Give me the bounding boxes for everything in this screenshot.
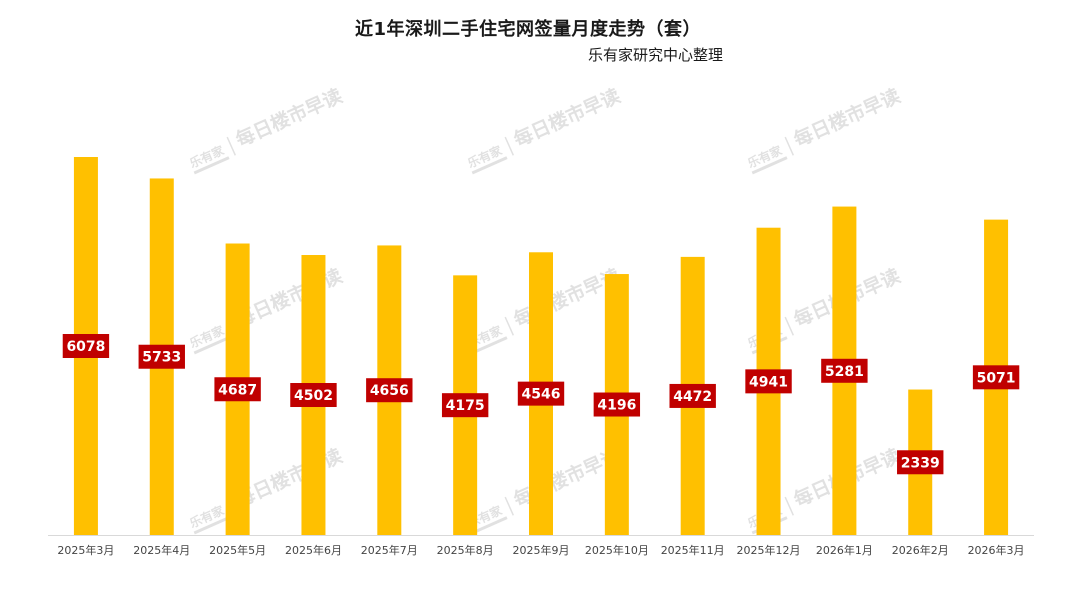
x-tick-label: 2025年6月 (285, 543, 342, 557)
x-tick-label: 2025年5月 (209, 543, 266, 557)
chart-subtitle: 乐有家研究中心整理 (588, 46, 724, 64)
watermark-divider (226, 136, 237, 156)
data-label-box (593, 392, 641, 417)
data-label: 5281 (825, 364, 864, 380)
watermark-divider (504, 316, 515, 336)
watermark-divider (784, 316, 795, 336)
x-tick-label: 2025年8月 (437, 543, 494, 557)
watermark-text: 每日楼市早读 (510, 84, 624, 151)
x-tick-label: 2025年12月 (737, 543, 801, 557)
data-label-box (745, 369, 792, 394)
watermark-divider (504, 496, 515, 516)
data-label-box (290, 383, 337, 408)
data-label-box (214, 377, 261, 402)
data-label-box (138, 344, 185, 369)
data-label: 5733 (142, 350, 181, 366)
data-label-box (366, 378, 413, 403)
x-tick-label: 2025年3月 (57, 543, 114, 557)
data-label-box (517, 381, 565, 406)
watermark-divider (504, 136, 515, 156)
watermark-text: 每日楼市早读 (232, 84, 346, 151)
data-label-box (441, 393, 489, 418)
data-label: 4941 (749, 374, 788, 390)
x-tick-label: 2026年1月 (816, 543, 873, 557)
x-tick-label: 2025年9月 (513, 543, 570, 557)
data-label: 4656 (370, 383, 409, 399)
watermark-logo-underline (193, 516, 230, 535)
x-tick-label: 2026年2月 (892, 543, 949, 557)
watermark-logo-underline (471, 156, 508, 175)
data-label: 4502 (294, 388, 333, 404)
data-label: 4546 (522, 387, 561, 403)
data-label-box (972, 365, 1020, 390)
data-label: 2339 (901, 455, 940, 471)
data-label-box (62, 334, 110, 358)
watermark-logo-underline (193, 156, 230, 175)
data-label-box (669, 383, 716, 408)
watermark-logo-underline (193, 336, 230, 355)
data-label-box (897, 450, 944, 475)
watermark-text: 每日楼市早读 (790, 84, 904, 151)
data-label: 4196 (597, 398, 636, 414)
x-tick-label: 2025年10月 (585, 543, 649, 557)
data-label: 4472 (673, 389, 712, 405)
x-tick-label: 2026年3月 (968, 543, 1025, 557)
x-tick-label: 2025年7月 (361, 543, 418, 557)
watermark-divider (784, 496, 795, 516)
watermark-logo-underline (471, 336, 508, 355)
chart-title: 近1年深圳二手住宅网签量月度走势（套） (354, 19, 702, 40)
watermark-logo-underline (751, 156, 788, 175)
x-tick-label: 2025年11月 (661, 543, 725, 557)
watermark-divider (784, 136, 795, 156)
data-label: 5071 (977, 370, 1016, 386)
data-label: 4687 (218, 382, 257, 398)
x-axis-tick-labels: 2025年3月 2025年4月 2025年5月 2025年6月 2025年7月 2025年… (57, 543, 1024, 557)
data-labels: 6078 5733 4687 4502 4656 4175 4546 4196 4472 4941… (62, 334, 1020, 475)
data-label: 6078 (66, 339, 105, 355)
data-label: 4175 (446, 398, 485, 414)
data-label-box (821, 358, 868, 383)
watermark-logo-underline (471, 516, 508, 535)
x-tick-label: 2025年4月 (133, 543, 190, 557)
